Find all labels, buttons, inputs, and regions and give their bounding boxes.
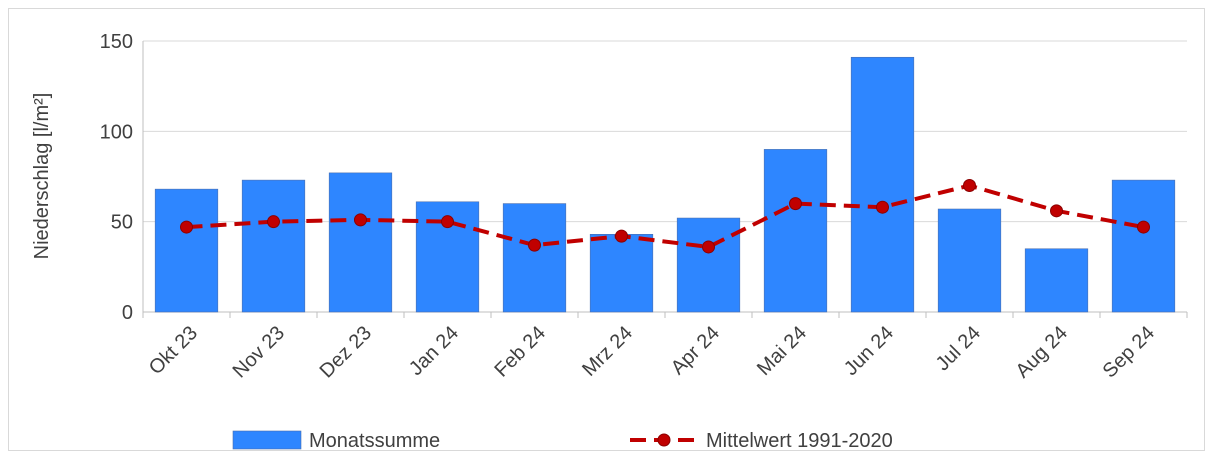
point bbox=[963, 179, 976, 193]
legend-label: Mittelwert 1991-2020 bbox=[706, 430, 893, 452]
point bbox=[441, 215, 454, 229]
bar bbox=[589, 234, 654, 313]
legend-label: Monatssumme bbox=[309, 430, 440, 452]
point bbox=[789, 197, 802, 211]
bar bbox=[241, 179, 306, 313]
bar bbox=[1024, 248, 1089, 313]
point bbox=[180, 220, 193, 234]
line bbox=[186, 183, 1144, 250]
legend-swatch bbox=[657, 433, 671, 447]
point bbox=[876, 200, 889, 214]
point bbox=[528, 238, 541, 252]
bar bbox=[937, 208, 1002, 313]
bar bbox=[502, 203, 567, 313]
point bbox=[702, 240, 715, 254]
point bbox=[267, 215, 280, 229]
y-axis-label: Niederschlag [l/m²] bbox=[31, 93, 53, 260]
y-tick-label: 150 bbox=[100, 31, 133, 53]
point bbox=[354, 213, 367, 227]
bar bbox=[154, 188, 219, 313]
point bbox=[615, 229, 628, 243]
bar bbox=[328, 172, 393, 313]
y-tick-label: 0 bbox=[122, 302, 133, 324]
y-tick-label: 100 bbox=[100, 121, 133, 143]
point bbox=[1050, 204, 1063, 218]
bar bbox=[850, 56, 915, 313]
y-tick-label: 50 bbox=[111, 212, 133, 234]
bar bbox=[1111, 179, 1176, 313]
bar bbox=[763, 149, 828, 313]
point bbox=[1137, 220, 1150, 234]
bar bbox=[676, 217, 741, 313]
legend-swatch bbox=[232, 430, 302, 450]
